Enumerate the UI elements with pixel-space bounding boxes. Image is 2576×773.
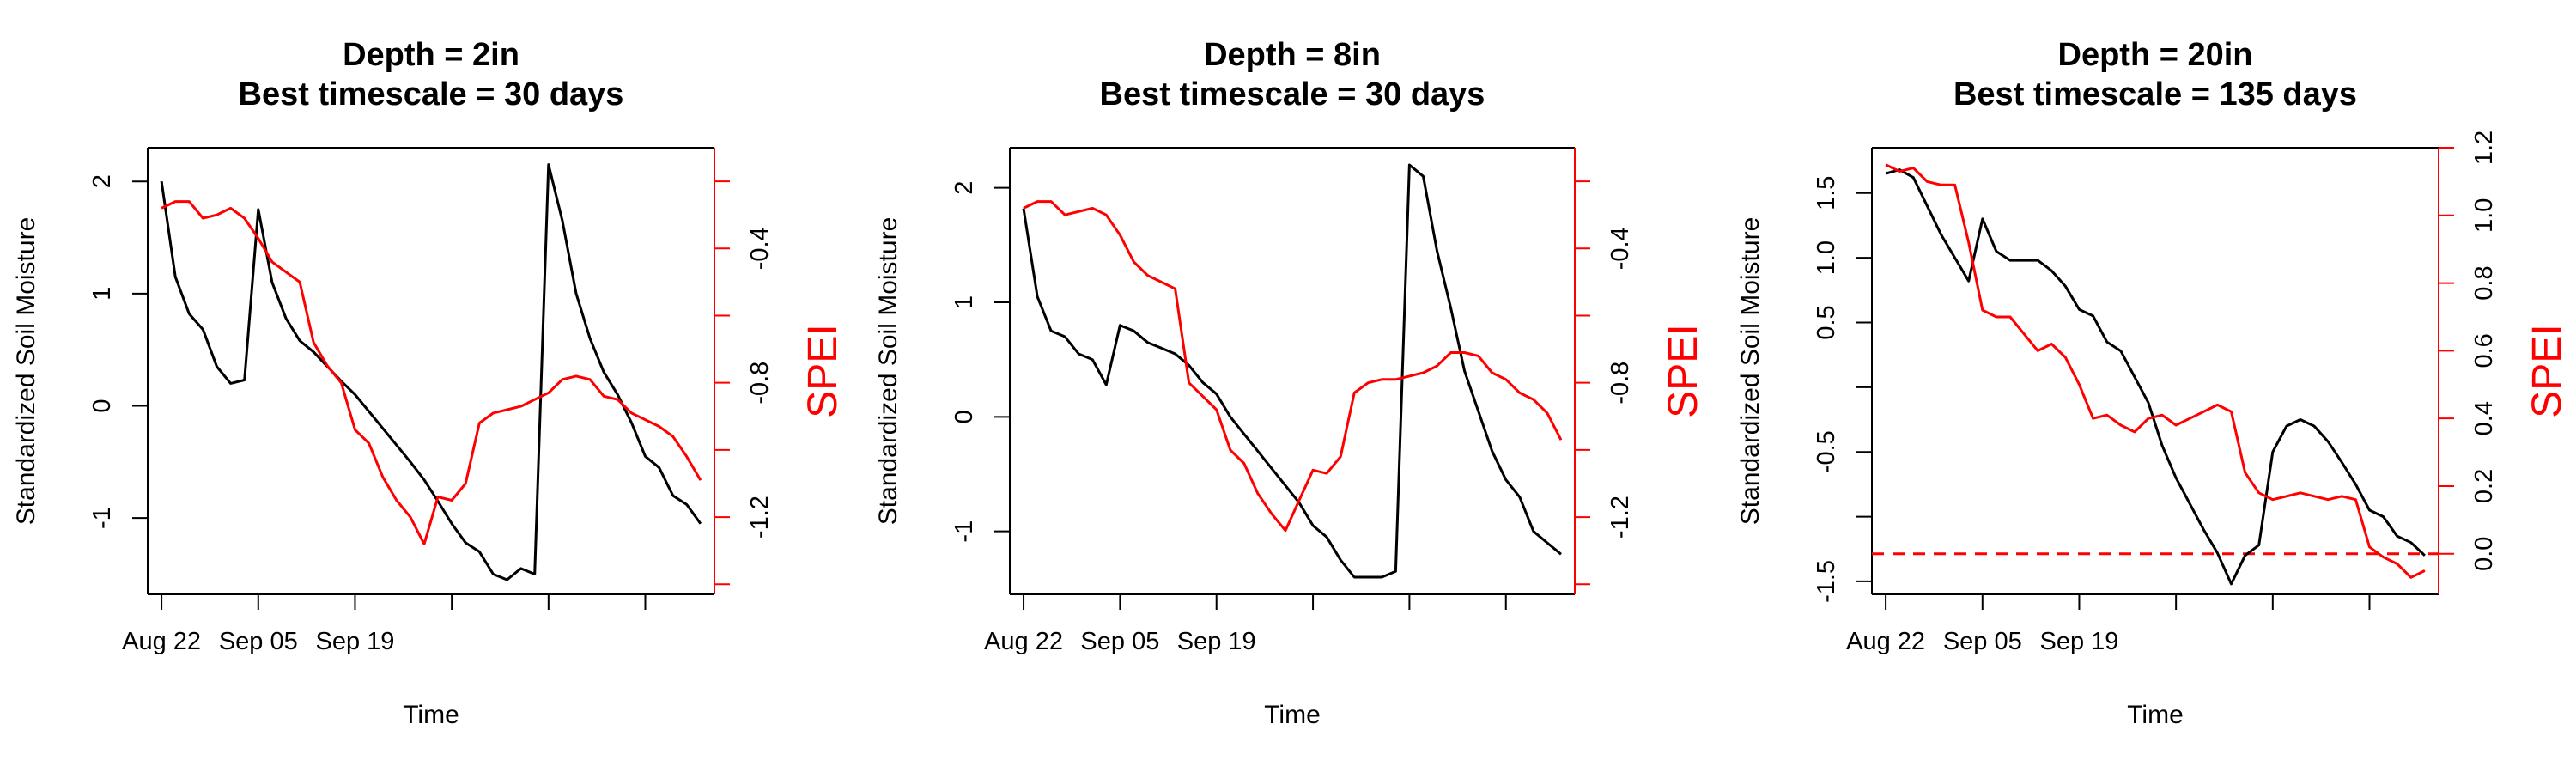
right-tick-label: 0.2: [2470, 469, 2498, 503]
soil-moisture-series-line: [1022, 163, 1562, 579]
right-axis-label: SPEI: [2524, 324, 2570, 417]
right-tick-label: 0.4: [2470, 401, 2498, 435]
right-axis-label: SPEI: [1661, 324, 1706, 417]
right-tick-label: 0.8: [2470, 265, 2498, 300]
right-axis-label: SPEI: [800, 324, 846, 417]
chart-subtitle: Best timescale = 135 days: [1953, 76, 2357, 113]
y-tick-label: -1.5: [1813, 560, 1840, 603]
y-tick-label: 0.5: [1813, 305, 1840, 339]
right-tick-label: -1.2: [746, 496, 774, 539]
y-tick-label: -0.5: [1813, 430, 1840, 473]
y-tick-label: -1: [951, 520, 978, 543]
y-axis-label: Standardized Soil Moisture: [1736, 217, 1765, 526]
right-tick-label: -0.8: [746, 362, 774, 405]
chart-title: Depth = 2in: [343, 37, 519, 73]
y-tick-label: 0: [88, 399, 116, 412]
chart-title: Depth = 20in: [2058, 37, 2253, 73]
x-axis-label: Time: [1264, 701, 1321, 729]
spei-series-line: [161, 200, 702, 545]
right-tick-label: 0.6: [2470, 333, 2498, 368]
right-tick-label: -0.4: [1607, 227, 1634, 270]
soil-moisture-series-line: [1885, 168, 2426, 586]
y-tick-label: 1: [88, 287, 116, 301]
right-tick-label: -0.8: [1607, 362, 1634, 405]
x-tick-label: Sep 05: [1080, 628, 1159, 655]
right-tick-label: -0.4: [746, 227, 774, 270]
right-tick-label: -1.2: [1607, 496, 1634, 539]
y-tick-label: 2: [951, 181, 978, 195]
y-tick-label: 1.0: [1813, 240, 1840, 275]
y-tick-label: 0: [951, 410, 978, 423]
chart-subtitle: Best timescale = 30 days: [1100, 76, 1485, 113]
right-tick-label: 0.0: [2470, 537, 2498, 571]
x-axis-label: Time: [2127, 701, 2184, 729]
x-tick-label: Aug 22: [984, 628, 1063, 655]
x-tick-label: Sep 05: [219, 628, 298, 655]
x-tick-label: Sep 19: [1177, 628, 1256, 655]
x-tick-label: Aug 22: [122, 628, 201, 655]
y-axis-label: Standardized Soil Moisture: [12, 217, 40, 526]
soil-moisture-series-line: [160, 163, 702, 581]
y-axis-label: Standardized Soil Moisture: [874, 217, 902, 526]
chart-title: Depth = 8in: [1204, 37, 1381, 73]
spei-series-line: [1885, 163, 2426, 579]
right-tick-label: 1.0: [2470, 198, 2498, 233]
y-tick-label: -1: [88, 507, 116, 529]
y-tick-label: 2: [88, 174, 116, 188]
right-tick-label: 1.2: [2470, 131, 2498, 165]
chart-subtitle: Best timescale = 30 days: [239, 76, 624, 113]
y-tick-label: 1: [951, 295, 978, 309]
x-tick-label: Aug 22: [1846, 628, 1925, 655]
x-tick-label: Sep 19: [2040, 628, 2119, 655]
x-tick-label: Sep 05: [1943, 628, 2022, 655]
x-axis-label: Time: [403, 701, 459, 729]
x-tick-label: Sep 19: [316, 628, 395, 655]
y-tick-label: 1.5: [1813, 176, 1840, 210]
spei-series-line: [1023, 200, 1563, 533]
